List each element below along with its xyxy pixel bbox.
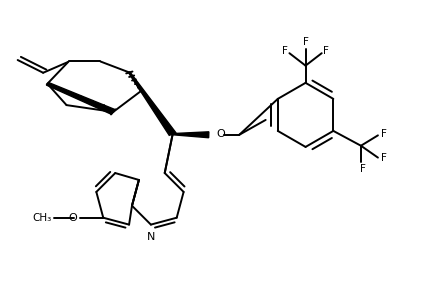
Polygon shape	[173, 132, 209, 138]
Text: N: N	[147, 232, 155, 242]
Polygon shape	[46, 83, 115, 114]
Text: F: F	[323, 46, 329, 56]
Text: F: F	[360, 164, 366, 174]
Text: CH₃: CH₃	[32, 213, 52, 223]
Text: F: F	[282, 46, 288, 56]
Text: F: F	[302, 37, 308, 47]
Text: O: O	[68, 213, 77, 223]
Text: F: F	[381, 153, 387, 163]
Text: F: F	[381, 129, 387, 139]
Text: O: O	[216, 129, 225, 139]
Polygon shape	[129, 72, 176, 135]
